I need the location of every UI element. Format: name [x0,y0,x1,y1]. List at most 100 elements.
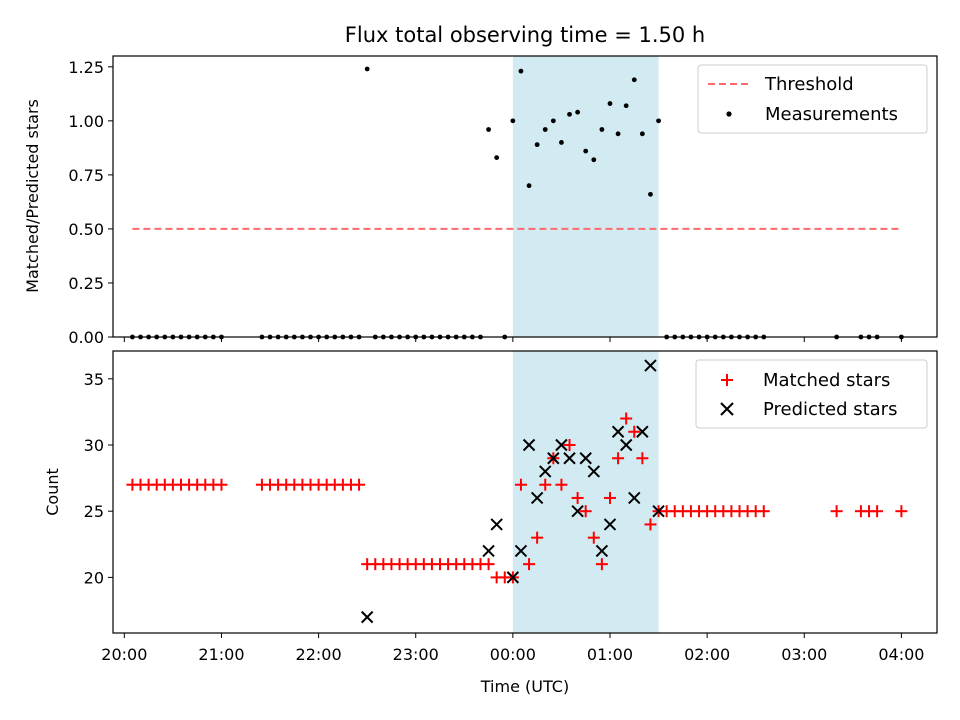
measurement-point [575,109,581,115]
legend-threshold-label: Threshold [764,74,854,95]
predicted-star-point [619,438,633,452]
predicted-star-point [628,491,641,505]
x-tick-label: 22:00 [296,645,342,664]
legend-measurements-swatch [726,111,732,117]
top-y-tick-label: 0.75 [68,166,104,185]
bottom-observing-window [512,351,659,633]
measurement-point [639,131,645,137]
predicted-star-point [652,504,665,518]
top-legend-box [697,64,928,134]
predicted-star-point [482,544,495,558]
top-observing-window [512,56,659,337]
x-tick-label: 23:00 [393,645,439,664]
matched-star-point [523,558,536,571]
bottom-shaded-interval [512,351,659,633]
top-legend: Threshold Measurements [697,64,928,134]
matched-star-point [482,558,495,571]
measurement-point [607,101,613,106]
measurement-point [518,68,524,74]
predicted-star-point [563,452,576,465]
bottom-axes: 20:00 21:00 22:00 23:00 00:00 01:00 02:00 03:00… [84,350,938,664]
predicted-star-point [644,359,657,372]
matched-star-point [353,478,366,491]
x-tick-label: 00:00 [490,645,536,664]
measurement-point [567,111,572,117]
matched-star-point [757,505,770,518]
legend-matched-label: Matched stars [763,370,890,391]
bottom-y-axis-label: Count [43,468,62,516]
matched-star-point [620,412,633,425]
matched-star-point [636,452,649,465]
measurement-point [615,131,621,137]
measurement-point [364,66,370,72]
matched-star-point [587,531,600,544]
top-y-tick-label: 0.25 [68,274,104,293]
bottom-plot-area [126,359,908,624]
top-axes-frame [112,55,938,338]
matched-star-point [514,478,527,491]
predicted-star-point [547,452,560,465]
predicted-star-point [595,544,609,558]
predicted-star-point [571,504,584,518]
x-tick-label: 04:00 [878,645,924,664]
predicted-star-point [490,518,503,531]
measurement-point [648,191,653,197]
measurement-point [550,118,556,124]
measurement-point [510,118,516,124]
top-y-axis-label: Matched/Predicted stars [23,99,42,293]
top-shaded-interval [512,56,659,337]
predicted-star-point [522,438,536,452]
predicted-star-point [587,465,601,478]
measurement-point [591,157,597,163]
top-y-tick-label: 1.25 [68,58,104,77]
matched-star-point [871,505,884,518]
matched-star-point [539,478,552,491]
matched-star-point [579,505,592,518]
top-chart-title: Flux total observing time = 1.50 h [345,23,705,47]
predicted-star-point [506,571,520,584]
matched-star-point [628,425,641,438]
matched-star-point [595,558,608,571]
bottom-legend-box [695,359,928,429]
bottom-y-tick-label: 35 [84,370,104,389]
top-axes: 0.00 0.25 0.50 0.75 1.00 1.25 [68,55,938,347]
matched-star-point [644,518,657,531]
measurement-point [656,118,661,124]
measurement-point [534,142,540,148]
bottom-axes-frame [112,350,938,634]
predicted-star-point [611,425,625,438]
predicted-star-point [555,438,568,452]
measurement-point [486,127,491,132]
measurement-point [583,148,589,154]
bottom-panel: Count Time (UTC) 20:00 21:00 22:00 23:00 00:… [43,350,938,696]
top-y-tick-label: 0.00 [68,328,104,347]
matched-star-point [830,505,843,518]
predicted-star-point [539,465,552,478]
bottom-x-axis-label: Time (UTC) [480,677,569,696]
top-y-tick-label: 0.50 [68,220,104,239]
predicted-star-point [530,491,544,505]
matched-star-point [603,491,616,504]
measurement-point [542,127,548,132]
top-panel: Flux total observing time = 1.50 h Match… [23,23,938,347]
matched-star-point [531,531,544,544]
bottom-y-tick-label: 25 [84,502,104,521]
matched-star-point [215,478,228,491]
predicted-star-point [514,544,528,558]
measurement-point [631,77,637,83]
legend-matched-swatch [721,374,733,386]
matched-star-point [563,439,576,451]
x-tick-label: 02:00 [684,645,730,664]
x-tick-label: 01:00 [587,645,633,664]
matched-star-point [555,478,568,491]
measurement-point [559,140,564,145]
matched-star-point [612,452,625,465]
x-tick-label: 20:00 [101,645,147,664]
top-y-tick-label: 1.00 [68,112,104,131]
measurement-point [494,155,500,160]
legend-predicted-swatch [720,402,734,416]
x-tick-label: 03:00 [781,645,827,664]
legend-predicted-label: Predicted stars [763,399,897,420]
matched-star-point [571,491,584,504]
x-tick-label: 21:00 [198,645,244,664]
